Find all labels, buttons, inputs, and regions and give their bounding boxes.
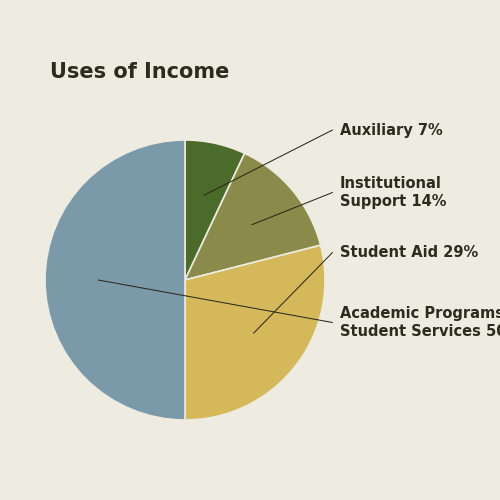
Text: Academic Programs &
Student Services 50%: Academic Programs & Student Services 50% — [340, 306, 500, 338]
Wedge shape — [45, 140, 185, 420]
Wedge shape — [185, 140, 244, 280]
Wedge shape — [185, 245, 325, 420]
Text: Student Aid 29%: Student Aid 29% — [340, 245, 478, 260]
Text: Uses of Income: Uses of Income — [50, 62, 230, 82]
Text: Auxiliary 7%: Auxiliary 7% — [340, 122, 443, 138]
Wedge shape — [185, 154, 320, 280]
Text: Institutional
Support 14%: Institutional Support 14% — [340, 176, 446, 208]
